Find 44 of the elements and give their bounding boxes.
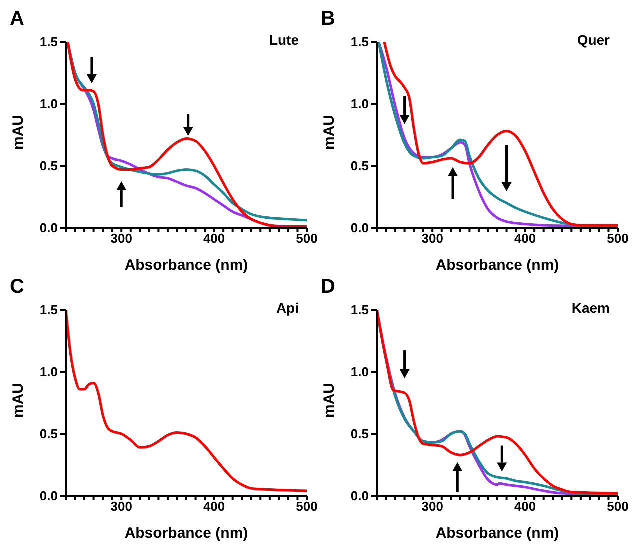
- y-tick-label: 1.0: [350, 364, 369, 380]
- text: B: [321, 8, 336, 31]
- y-tick-label: 1.5: [350, 302, 369, 318]
- x-axis-title: Absorbance (nm): [124, 525, 250, 542]
- y-tick-label: 0.0: [40, 488, 58, 504]
- x-tick-label: 300: [110, 231, 132, 246]
- x-axis-title: Absorbance (nm): [434, 257, 560, 274]
- y-tick-label: 0.5: [40, 158, 58, 174]
- x-tick-label: 400: [203, 499, 226, 514]
- y-tick-label: 1.0: [40, 364, 58, 380]
- text: C: [10, 276, 24, 299]
- y-tick-label: 0.0: [350, 488, 369, 504]
- y-axis-title: mAU: [320, 114, 338, 150]
- y-tick-label: 0.5: [350, 158, 369, 174]
- x-tick-label: 500: [607, 499, 629, 514]
- x-tick-label: 400: [203, 231, 226, 246]
- text: A: [10, 8, 24, 31]
- y-tick-label: 1.5: [350, 34, 369, 50]
- x-tick-label: 500: [607, 231, 629, 246]
- chart-title: Lute: [269, 32, 299, 48]
- y-tick-label: 0.5: [40, 426, 58, 442]
- chart-title: Kaem: [572, 300, 610, 316]
- x-tick-label: 500: [296, 499, 318, 514]
- x-axis-title: Absorbance (nm): [434, 525, 560, 542]
- y-tick-label: 1.5: [40, 34, 58, 50]
- x-axis-title: Absorbance (nm): [124, 257, 250, 274]
- x-tick-label: 300: [110, 499, 132, 514]
- y-tick-label: 0.5: [350, 426, 369, 442]
- chart-title: Api: [276, 300, 299, 316]
- y-tick-label: 1.0: [350, 96, 369, 112]
- y-tick-label: 0.0: [350, 220, 369, 236]
- x-tick-label: 400: [514, 231, 536, 246]
- text: D: [321, 276, 336, 299]
- x-tick-label: 400: [514, 499, 536, 514]
- x-tick-label: 300: [422, 499, 444, 514]
- y-tick-label: 0.0: [40, 220, 58, 236]
- chart-title: Quer: [577, 32, 610, 48]
- y-tick-label: 1.5: [40, 302, 58, 318]
- y-tick-label: 1.0: [40, 96, 58, 112]
- x-tick-label: 300: [422, 231, 444, 246]
- y-axis-title: mAU: [10, 382, 27, 418]
- y-axis-title: mAU: [320, 382, 338, 418]
- y-axis-title: mAU: [10, 114, 27, 150]
- x-tick-label: 500: [296, 231, 318, 246]
